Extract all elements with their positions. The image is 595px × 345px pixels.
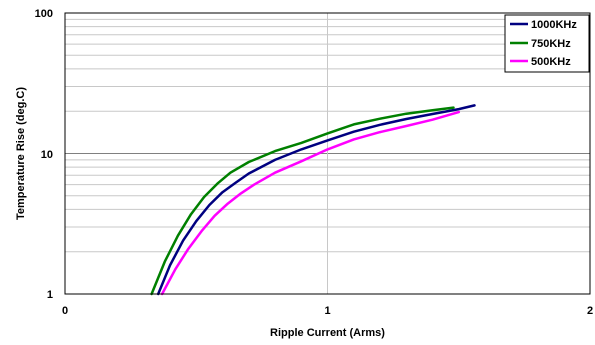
series-line-500KHz <box>160 110 461 296</box>
legend-entry: 750KHz <box>531 38 571 50</box>
plot-area-border <box>64 12 591 295</box>
x-tick-label: 1 <box>324 305 330 317</box>
y-tick-label: 1 <box>47 289 53 301</box>
legend-entry: 500KHz <box>531 56 571 68</box>
x-axis-ticks: 0 1 2 <box>62 305 593 317</box>
legend-entry: 1000KHz <box>531 19 577 31</box>
x-tick-label: 2 <box>587 305 593 317</box>
legend: 1000KHz 750KHz 500KHz <box>504 14 590 73</box>
y-axis-label: Temperature Rise (deg.C) <box>15 87 27 220</box>
x-axis-label: Ripple Current (Arms) <box>270 327 385 339</box>
y-tick-label: 100 <box>35 8 53 20</box>
y-tick-label: 10 <box>41 149 53 161</box>
y-axis-ticks: 100 10 1 <box>35 8 53 301</box>
series-line-750KHz <box>150 106 455 296</box>
grid-lines <box>65 13 590 294</box>
series-line-1000KHz <box>156 104 476 296</box>
series-lines <box>150 104 476 296</box>
x-tick-label: 0 <box>62 305 68 317</box>
